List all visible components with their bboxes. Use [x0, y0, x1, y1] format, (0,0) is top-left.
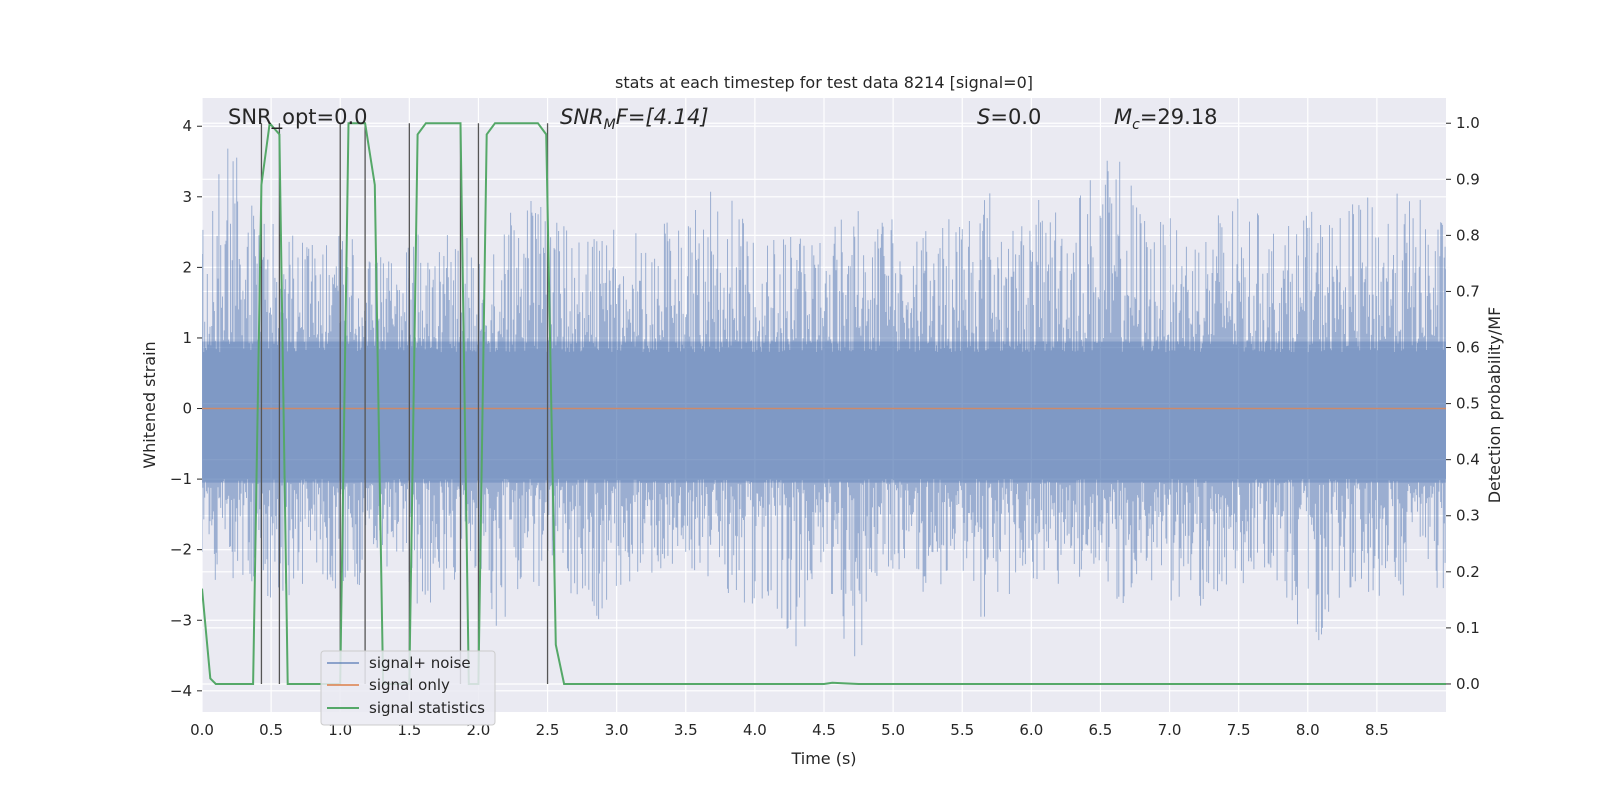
- annotation-mc: Mc=29.18: [1114, 105, 1218, 133]
- left-y-tick-labels: 4 3 2 1 0 −1 −2 −3 −4: [170, 117, 202, 700]
- x-tick-label: 6.5: [1089, 721, 1113, 739]
- y-axis-label-right: Detection probability/MF: [1485, 307, 1504, 504]
- x-tick-label: 2.5: [536, 721, 560, 739]
- y-tick-label: 0: [182, 400, 192, 418]
- y-right-tick-label: 0.8: [1456, 226, 1480, 244]
- right-y-tick-labels: 1.0 0.9 0.8 0.7 0.6 0.5 0.4 0.3 0.2 0.1 0.0: [1446, 114, 1480, 693]
- y-tick-label: 3: [182, 188, 192, 206]
- annotation-mc-symbol: M: [1114, 105, 1132, 129]
- y-tick-label: 2: [182, 258, 192, 276]
- y-tick-label: −4: [170, 682, 192, 700]
- legend-label-signal-statistics: signal statistics: [369, 699, 485, 717]
- y-right-tick-label: 0.0: [1456, 675, 1480, 693]
- y-tick-label: 4: [182, 117, 192, 135]
- annotation-s-symbol: S: [977, 105, 990, 129]
- x-axis-label: Time (s): [790, 749, 856, 768]
- y-tick-label: 1: [182, 329, 192, 347]
- annotation-snr-mf: SNRMF=[4.14]: [560, 105, 709, 133]
- y-right-tick-label: 1.0: [1456, 114, 1480, 132]
- annotation-mc-value: =29.18: [1140, 105, 1218, 129]
- annotation-mc-sub: c: [1132, 117, 1140, 133]
- y-right-tick-label: 0.1: [1456, 619, 1480, 637]
- x-tick-label: 5.0: [881, 721, 905, 739]
- y-right-tick-label: 0.6: [1456, 339, 1480, 357]
- x-tick-label: 4.0: [743, 721, 767, 739]
- y-tick-label: −3: [170, 611, 192, 629]
- annotation-s: S=0.0: [977, 105, 1041, 129]
- annotation-snr-mf-sub: M: [604, 117, 616, 133]
- x-tick-labels: 0.0 0.5 1.0 1.5 2.0 2.5 3.0 3.5 4.0 4.5 5.0 5.5 6.0 6…: [190, 721, 1389, 739]
- x-tick-label: 6.0: [1019, 721, 1043, 739]
- x-tick-label: 7.5: [1227, 721, 1251, 739]
- chart-title: stats at each timestep for test data 821…: [615, 73, 1033, 92]
- x-tick-label: 5.5: [950, 721, 974, 739]
- y-axis-label: Whitened strain: [140, 341, 159, 468]
- annotation-s-value: =0.0: [990, 105, 1041, 129]
- annotation-snr-opt: SNR_opt=0.0: [228, 105, 368, 130]
- series-signal-statistics-line: [202, 120, 1446, 685]
- x-tick-label: 8.5: [1365, 721, 1389, 739]
- x-tick-label: 3.5: [674, 721, 698, 739]
- annotation-snr-mf-base: SNR: [560, 105, 604, 129]
- x-tick-label: 0.0: [190, 721, 214, 739]
- y-right-tick-label: 0.7: [1456, 282, 1480, 300]
- x-tick-label: 7.0: [1158, 721, 1182, 739]
- annotation-snr-mf-rest: F=[4.14]: [616, 105, 709, 129]
- y-tick-label: −1: [170, 470, 192, 488]
- y-right-tick-label: 0.9: [1456, 170, 1480, 188]
- y-right-tick-label: 0.4: [1456, 451, 1480, 469]
- legend: signal+ noise signal only signal statist…: [320, 650, 496, 726]
- x-tick-label: 4.5: [812, 721, 836, 739]
- legend-label-signal-only: signal only: [369, 676, 450, 694]
- x-tick-label: 3.0: [605, 721, 629, 739]
- y-right-tick-label: 0.5: [1456, 395, 1480, 413]
- x-tick-label: 8.0: [1296, 721, 1320, 739]
- y-tick-label: −2: [170, 541, 192, 559]
- y-right-tick-label: 0.2: [1456, 563, 1480, 581]
- legend-box: [320, 650, 496, 726]
- x-tick-label: 0.5: [259, 721, 283, 739]
- legend-label-signal-noise: signal+ noise: [369, 654, 471, 672]
- y-right-tick-label: 0.3: [1456, 507, 1480, 525]
